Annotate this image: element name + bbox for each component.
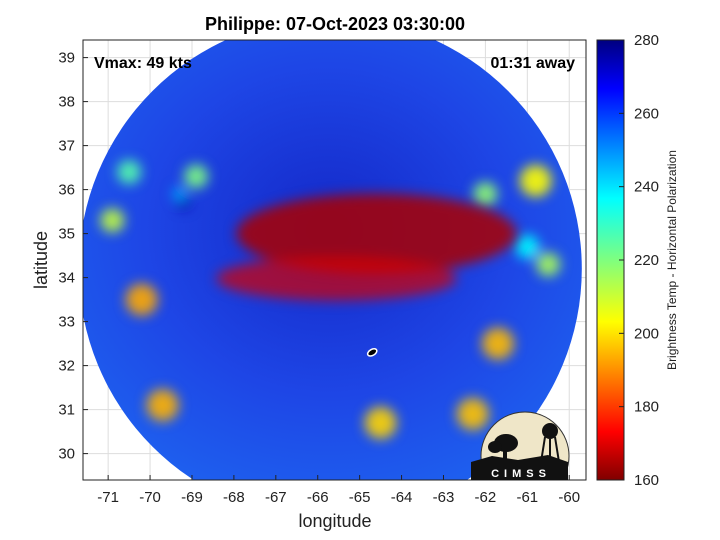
cold-cloud-region	[216, 256, 457, 301]
brightness-feature	[364, 406, 397, 439]
brightness-feature	[536, 252, 561, 277]
colorbar-tick-label: 240	[634, 179, 659, 196]
colorbar-tick-label: 260	[634, 105, 659, 122]
colorbar-tick-label: 160	[634, 472, 659, 489]
time-offset-label: 01:31 away	[490, 55, 575, 72]
y-axis-label: latitude	[31, 231, 51, 289]
x-tick-label: -60	[558, 489, 580, 506]
brightness-feature	[456, 398, 489, 430]
y-tick-label: 33	[58, 314, 75, 331]
cimss-logo: CIMSS	[471, 411, 570, 480]
brightness-feature	[125, 283, 158, 316]
x-tick-label: -64	[391, 489, 413, 506]
y-tick-label: 30	[58, 446, 75, 463]
storm-center-dot	[366, 348, 378, 357]
brightness-feature	[184, 164, 209, 189]
y-tick-label: 32	[58, 358, 75, 375]
x-tick-label: -61	[516, 489, 538, 506]
brightness-temp-swath	[83, 40, 582, 480]
vmax-label: Vmax: 49 kts	[94, 55, 192, 72]
y-tick-label: 37	[58, 138, 75, 155]
x-tick-label: -70	[139, 489, 161, 506]
x-tick-label: -62	[475, 489, 497, 506]
chart-title: Philippe: 07-Oct-2023 03:30:00	[205, 14, 465, 34]
brightness-feature	[519, 164, 552, 197]
y-tick-label: 34	[58, 270, 75, 287]
brightness-feature	[473, 182, 498, 206]
brightness-feature	[100, 208, 125, 233]
brightness-feature	[481, 327, 514, 360]
cold-cloud-region	[236, 193, 517, 274]
x-tick-label: -68	[223, 489, 245, 506]
brightness-feature	[172, 187, 187, 201]
x-tick-label: -71	[97, 489, 119, 506]
y-tick-label: 31	[58, 402, 75, 419]
logo-text: CIMSS	[491, 468, 551, 480]
brightness-feature	[146, 389, 179, 422]
colorbar-tick-label: 180	[634, 399, 659, 416]
x-tick-label: -66	[307, 489, 329, 506]
brightness-feature	[117, 160, 142, 184]
x-tick-label: -65	[349, 489, 371, 506]
x-tick-label: -63	[433, 489, 455, 506]
y-tick-label: 38	[58, 94, 75, 111]
y-tick-label: 39	[58, 50, 75, 67]
y-tick-label: 35	[58, 226, 75, 243]
colorbar-tick-label: 220	[634, 252, 659, 269]
storm-center-marker	[366, 348, 378, 357]
plot-frame	[82, 39, 587, 481]
x-tick-label: -67	[265, 489, 287, 506]
colorbar-label: Brightness Temp - Horizontal Polarizatio…	[665, 150, 679, 370]
x-axis-label: longitude	[298, 511, 371, 531]
colorbar-tick-label: 200	[634, 325, 659, 342]
x-tick-label: -69	[181, 489, 203, 506]
y-tick-label: 36	[58, 182, 75, 199]
colorbar-tick-label: 280	[634, 32, 659, 49]
brightness-feature	[515, 234, 540, 259]
